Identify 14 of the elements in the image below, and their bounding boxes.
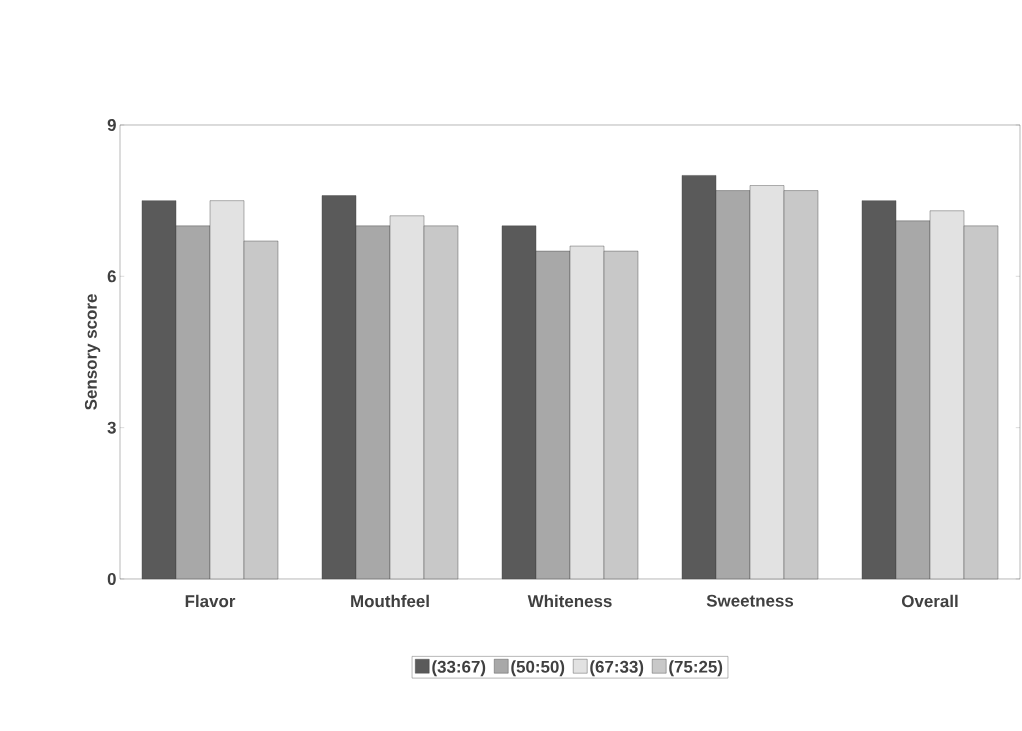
legend-label: (50:50) <box>511 660 565 677</box>
y-tick-label: 9 <box>107 118 116 131</box>
y-axis-title: Sensory score <box>84 294 101 410</box>
y-tick-label: 0 <box>107 572 116 585</box>
legend-label: (75:25) <box>669 660 723 677</box>
x-tick-label: Overall <box>901 594 958 608</box>
x-tick-label: Whiteness <box>527 594 612 608</box>
y-tick-label: 3 <box>107 421 116 434</box>
legend-label: (67:33) <box>590 660 644 677</box>
y-tick-label: 6 <box>107 270 116 283</box>
legend-label: (33:67) <box>432 660 486 677</box>
x-tick-label: Flavor <box>185 594 236 608</box>
x-tick-label: Mouthfeel <box>351 594 429 608</box>
x-tick-label: Sweetness <box>706 594 794 607</box>
